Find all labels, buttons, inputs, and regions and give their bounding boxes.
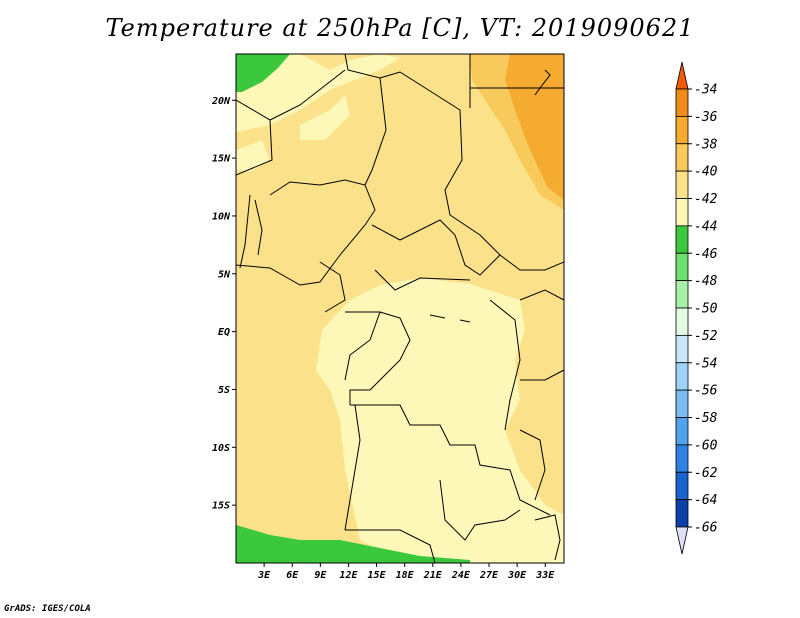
lon-tick-label: 27E [479, 570, 499, 581]
lon-tick-label: 12E [339, 570, 358, 581]
lon-tick-label: 3E [257, 570, 271, 581]
colorbar-swatch [675, 170, 689, 199]
colorbar-swatch [675, 143, 689, 172]
lat-tick-label: 20N [211, 96, 231, 107]
colorbar: -34 -36 -38 -40 -42 -44 -46 -48 -50 -52 -54 -56 -58 -… [675, 61, 718, 555]
colorbar-label: -36 [694, 110, 718, 125]
lat-tick-label: EQ [218, 327, 230, 338]
lat-tick-label: 5N [218, 269, 231, 280]
colorbar-label: -54 [694, 356, 717, 371]
lat-tick-label: 10N [212, 211, 231, 222]
colorbar-swatch [675, 362, 689, 391]
footer-credit: GrADS: IGES/COLA [4, 604, 91, 614]
colorbar-bottom-arrow [675, 526, 689, 555]
colorbar-swatch [675, 471, 689, 501]
lat-tick-label: 15S [212, 501, 230, 512]
lon-tick-label: 9E [314, 570, 327, 581]
colorbar-swatch [675, 115, 689, 145]
colorbar-swatch [675, 88, 689, 117]
lon-tick-label: 30E [507, 570, 527, 581]
colorbar-label: -44 [694, 219, 717, 234]
colorbar-label: -56 [694, 384, 718, 399]
colorbar-label: -46 [694, 247, 718, 262]
colorbar-label: -48 [694, 274, 718, 289]
lat-tick-label: 5S [218, 385, 230, 396]
colorbar-label: -40 [694, 165, 718, 180]
colorbar-label: -64 [694, 493, 717, 508]
colorbar-swatch [675, 252, 689, 282]
colorbar-top-arrow [675, 61, 689, 90]
colorbar-swatch [675, 198, 689, 227]
lon-tick-label: 15E [368, 570, 387, 581]
colorbar-label: -52 [694, 329, 718, 344]
colorbar-swatch [675, 389, 689, 418]
colorbar-label: -34 [694, 83, 717, 98]
colorbar-label: -42 [694, 192, 718, 207]
colorbar-label: -58 [694, 411, 718, 426]
colorbar-swatch [675, 499, 689, 528]
temperature-field [236, 54, 564, 563]
lat-tick-label: 15N [212, 154, 231, 165]
colorbar-label: -38 [694, 137, 718, 152]
colorbar-swatch [675, 444, 689, 473]
colorbar-swatch [675, 417, 689, 446]
colorbar-label: -62 [694, 466, 718, 481]
colorbar-swatch [675, 225, 689, 254]
lon-tick-label: 18E [396, 570, 415, 581]
lat-tick-label: 10S [212, 443, 230, 454]
field-region-44-north [236, 95, 350, 172]
field-region-46-north [236, 54, 290, 92]
country-borders [236, 54, 564, 563]
map-title: Temperature at 250hPa [C], VT: 201909062… [105, 14, 695, 42]
field-region-46-south [236, 525, 470, 563]
lon-tick-label: 33E [535, 570, 555, 581]
colorbar-swatch [675, 307, 689, 336]
map-frame [235, 53, 565, 564]
longitude-axis: 3E 6E 9E 12E 15E 18E 21E 24E 27E 30E 33E [257, 563, 555, 581]
colorbar-swatch [675, 334, 689, 364]
field-region-44 [236, 54, 564, 563]
colorbar-label: -50 [694, 302, 718, 317]
field-region-38 [505, 54, 564, 200]
lon-tick-label: 21E [423, 570, 443, 581]
latitude-axis: 20N 15N 10N 5N EQ 5S 10S 15S [211, 96, 236, 512]
colorbar-label: -66 [694, 521, 718, 536]
colorbar-label: -60 [694, 438, 718, 453]
lon-tick-label: 6E [286, 570, 299, 581]
colorbar-swatch [675, 280, 689, 309]
lon-tick-label: 24E [451, 570, 471, 581]
